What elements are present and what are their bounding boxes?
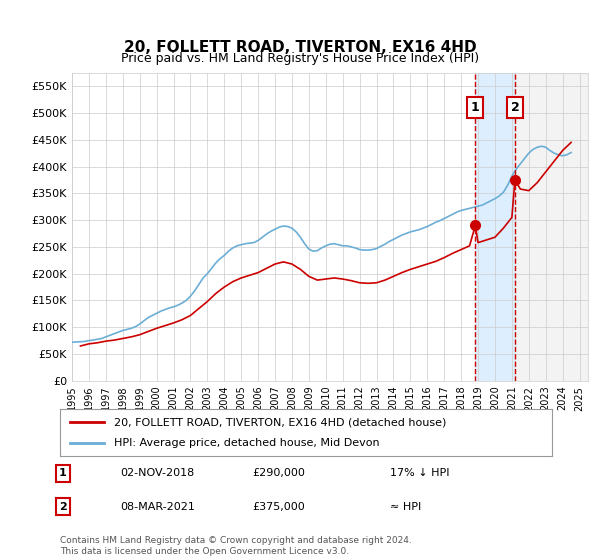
Text: 08-MAR-2021: 08-MAR-2021 xyxy=(120,502,195,512)
Text: £290,000: £290,000 xyxy=(252,468,305,478)
Text: Price paid vs. HM Land Registry's House Price Index (HPI): Price paid vs. HM Land Registry's House … xyxy=(121,52,479,66)
Text: HPI: Average price, detached house, Mid Devon: HPI: Average price, detached house, Mid … xyxy=(114,438,380,448)
Text: 20, FOLLETT ROAD, TIVERTON, EX16 4HD: 20, FOLLETT ROAD, TIVERTON, EX16 4HD xyxy=(124,40,476,55)
Text: 2: 2 xyxy=(511,101,519,114)
Text: £375,000: £375,000 xyxy=(252,502,305,512)
Bar xyxy=(475,73,515,381)
Text: 1: 1 xyxy=(471,101,480,114)
Text: 2: 2 xyxy=(59,502,67,512)
Bar xyxy=(515,73,588,381)
Text: 17% ↓ HPI: 17% ↓ HPI xyxy=(390,468,449,478)
Text: 20, FOLLETT ROAD, TIVERTON, EX16 4HD (detached house): 20, FOLLETT ROAD, TIVERTON, EX16 4HD (de… xyxy=(114,417,446,427)
Text: 02-NOV-2018: 02-NOV-2018 xyxy=(120,468,194,478)
Text: ≈ HPI: ≈ HPI xyxy=(390,502,421,512)
Text: 1: 1 xyxy=(59,468,67,478)
Text: Contains HM Land Registry data © Crown copyright and database right 2024.
This d: Contains HM Land Registry data © Crown c… xyxy=(60,536,412,556)
